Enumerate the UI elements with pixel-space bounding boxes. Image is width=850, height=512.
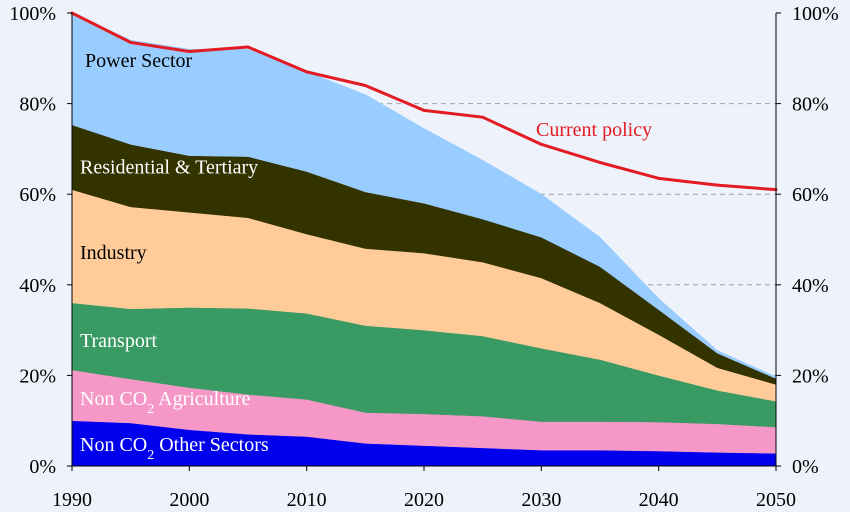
- x-tick-label: 2030: [521, 489, 561, 511]
- label-non-co2-other-sectors: Non CO2 Other Sectors: [80, 434, 269, 463]
- y-tick-label-left: 0%: [29, 456, 56, 478]
- y-tick-label-left: 80%: [19, 94, 56, 116]
- x-tick-label: 2000: [169, 489, 209, 511]
- label-rest: Agriculture: [154, 388, 250, 410]
- y-tick-label-right: 20%: [792, 365, 829, 387]
- current-policy-point: [305, 70, 309, 74]
- y-tick-label-right: 80%: [792, 94, 829, 116]
- label-main: Non CO: [80, 434, 147, 456]
- y-tick-label-right: 100%: [792, 3, 839, 25]
- current-policy-point: [246, 45, 250, 49]
- y-tick-label-right: 60%: [792, 184, 829, 206]
- current-policy-point: [715, 183, 719, 187]
- label-rest: Other Sectors: [154, 434, 269, 456]
- x-tick-label: 2020: [404, 489, 444, 511]
- x-tick-label: 1990: [52, 489, 92, 511]
- current-policy-point: [598, 160, 602, 164]
- label-subscript: 2: [147, 402, 154, 417]
- current-policy-point: [187, 50, 191, 54]
- y-tick-label-left: 60%: [19, 184, 56, 206]
- current-policy-point: [129, 40, 133, 44]
- current-policy-point: [657, 176, 661, 180]
- label-power-sector: Power Sector: [85, 50, 193, 72]
- x-tick-label: 2040: [639, 489, 679, 511]
- y-tick-label-left: 40%: [19, 275, 56, 297]
- current-policy-point: [481, 115, 485, 119]
- label-transport: Transport: [80, 330, 157, 352]
- y-tick-label-left: 20%: [19, 365, 56, 387]
- axes: 0% 0% 20% 20% 40% 40% 60% 60% 80% 80% 100% 100% 1990…: [9, 3, 838, 511]
- label-non-co2-agriculture: Non CO2 Agriculture: [80, 388, 250, 417]
- label-subscript: 2: [147, 447, 154, 462]
- current-policy-label: Current policy: [536, 119, 652, 141]
- label-industry: Industry: [80, 242, 147, 264]
- y-tick-label-right: 0%: [792, 456, 819, 478]
- label-main: Non CO: [80, 388, 147, 410]
- x-tick-label: 2010: [287, 489, 327, 511]
- label-residential-tertiary: Residential & Tertiary: [80, 156, 258, 178]
- stacked-areas: [71, 12, 777, 467]
- current-policy-point: [539, 142, 543, 146]
- x-tick-label: 2050: [756, 489, 796, 511]
- current-policy-line-group: Current policy: [70, 11, 778, 192]
- y-tick-label-right: 40%: [792, 275, 829, 297]
- current-policy-point: [422, 108, 426, 112]
- current-policy-point: [363, 83, 367, 87]
- y-tick-label-left: 100%: [9, 3, 56, 25]
